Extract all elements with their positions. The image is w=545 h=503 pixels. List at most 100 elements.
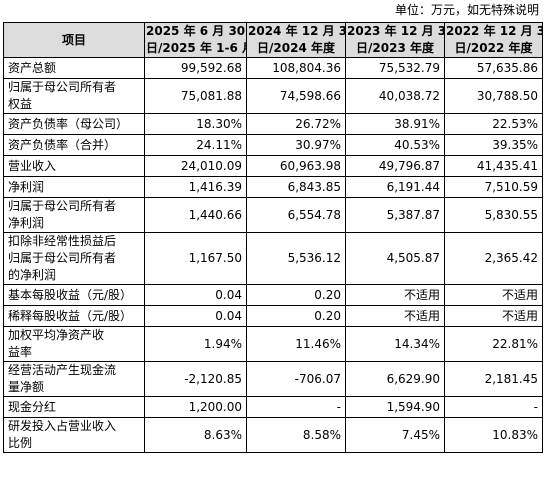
value-cell: 57,635.86	[444, 57, 543, 79]
value-cell: 8.63%	[144, 417, 247, 453]
row-label-line: 归属于母公司所有者	[8, 251, 117, 265]
value-cell: 2,365.42	[444, 232, 543, 285]
table-row: 稀释每股收益（元/股） 0.04 0.20 不适用 不适用	[3, 305, 543, 327]
row-label-line: 基本每股收益（元/股）	[8, 287, 133, 302]
row-label: 扣除非经常性损益后 归属于母公司所有者 的净利润	[3, 232, 145, 285]
row-label: 加权平均净资产收 益率	[3, 326, 145, 362]
value-cell: 49,796.87	[345, 155, 445, 177]
value-cell: 24,010.09	[144, 155, 247, 177]
row-label-line: 经营活动产生现金流	[8, 363, 117, 377]
row-label-line: 加权平均净资产收	[8, 328, 105, 342]
value-cell: 1,167.50	[144, 232, 247, 285]
table-row: 净利润 1,416.39 6,843.85 6,191.44 7,510.59	[3, 176, 543, 198]
row-label-line: 的净利润	[8, 268, 57, 282]
value-cell: 11.46%	[246, 326, 346, 362]
row-label-line: 资产总额	[8, 60, 57, 75]
value-cell: 30,788.50	[444, 78, 543, 114]
table-row: 归属于母公司所有者 净利润 1,440.66 6,554.78 5,387.87 5,83…	[3, 197, 543, 233]
value-cell: 7,510.59	[444, 176, 543, 198]
value-cell: -706.07	[246, 361, 346, 397]
header-period-2024: 2024 年 12 月 31 日/2024 年度	[246, 22, 346, 58]
value-cell: 8.58%	[246, 417, 346, 453]
row-label-line: 研发投入占营业收入	[8, 419, 117, 433]
header-period-line: 2024 年 12 月 31	[248, 24, 346, 38]
row-label-line: 净利润	[8, 179, 45, 194]
value-cell: 5,536.12	[246, 232, 346, 285]
value-cell: 75,532.79	[345, 57, 445, 79]
value-cell: 14.34%	[345, 326, 445, 362]
value-cell: 18.30%	[144, 113, 247, 135]
value-cell: 2,181.45	[444, 361, 543, 397]
header-item: 项目	[3, 22, 145, 58]
row-label-line: 量净额	[8, 380, 45, 394]
table-row: 资产负债率（合并） 24.11% 30.97% 40.53% 39.35%	[3, 134, 543, 156]
value-cell: 24.11%	[144, 134, 247, 156]
row-label: 营业收入	[3, 155, 145, 177]
value-cell: 39.35%	[444, 134, 543, 156]
row-label: 资产总额	[3, 57, 145, 79]
row-label-line: 稀释每股收益（元/股）	[8, 308, 133, 323]
table-row: 扣除非经常性损益后 归属于母公司所有者 的净利润 1,167.50 5,536.12 4,…	[3, 232, 543, 285]
row-label-line: 归属于母公司所有者	[8, 199, 117, 213]
value-cell: 不适用	[444, 305, 543, 327]
value-cell: 60,963.98	[246, 155, 346, 177]
value-cell: 0.04	[144, 305, 247, 327]
value-cell: 38.91%	[345, 113, 445, 135]
row-label-line: 资产负债率（母公司）	[8, 116, 129, 131]
value-cell: 1,440.66	[144, 197, 247, 233]
value-cell: 不适用	[444, 284, 543, 306]
value-cell: -	[246, 396, 346, 418]
value-cell: 6,554.78	[246, 197, 346, 233]
value-cell: 7.45%	[345, 417, 445, 453]
row-label-line: 归属于母公司所有者	[8, 80, 117, 94]
value-cell: 75,081.88	[144, 78, 247, 114]
table-row: 基本每股收益（元/股） 0.04 0.20 不适用 不适用	[3, 284, 543, 306]
table-row: 资产总额 99,592.68 108,804.36 75,532.79 57,635.8…	[3, 57, 543, 79]
row-label: 归属于母公司所有者 净利润	[3, 197, 145, 233]
table-row: 归属于母公司所有者 权益 75,081.88 74,598.66 40,038.72 30…	[3, 78, 543, 114]
value-cell: -	[444, 396, 543, 418]
value-cell: 40.53%	[345, 134, 445, 156]
value-cell: 不适用	[345, 284, 445, 306]
row-label: 资产负债率（合并）	[3, 134, 145, 156]
row-label: 归属于母公司所有者 权益	[3, 78, 145, 114]
value-cell: 10.83%	[444, 417, 543, 453]
row-label: 研发投入占营业收入 比例	[3, 417, 145, 453]
row-label: 资产负债率（母公司）	[3, 113, 145, 135]
value-cell: 6,629.90	[345, 361, 445, 397]
header-period-line: 2022 年 12 月 31	[446, 24, 542, 38]
table-row: 研发投入占营业收入 比例 8.63% 8.58% 7.45% 10.83%	[3, 417, 543, 453]
table-row: 加权平均净资产收 益率 1.94% 11.46% 14.34% 22.81%	[3, 326, 543, 362]
row-label: 现金分红	[3, 396, 145, 418]
row-label-line: 现金分红	[8, 399, 57, 414]
unit-note: 单位：万元，如无特殊说明	[394, 3, 539, 17]
value-cell: 1,594.90	[345, 396, 445, 418]
value-cell: 99,592.68	[144, 57, 247, 79]
value-cell: 4,505.87	[345, 232, 445, 285]
value-cell: 6,191.44	[345, 176, 445, 198]
value-cell: -2,120.85	[144, 361, 247, 397]
value-cell: 41,435.41	[444, 155, 543, 177]
value-cell: 22.53%	[444, 113, 543, 135]
value-cell: 0.04	[144, 284, 247, 306]
row-label-line: 净利润	[8, 216, 45, 230]
row-label: 稀释每股收益（元/股）	[3, 305, 145, 327]
header-period-2022: 2022 年 12 月 31 日/2022 年度	[444, 22, 543, 58]
value-cell: 108,804.36	[246, 57, 346, 79]
value-cell: 0.20	[246, 305, 346, 327]
header-period-line: 日/2025 年 1-6 月	[146, 41, 247, 55]
value-cell: 26.72%	[246, 113, 346, 135]
value-cell: 40,038.72	[345, 78, 445, 114]
value-cell: 5,830.55	[444, 197, 543, 233]
header-row: 项目 2025 年 6 月 30 日/2025 年 1-6 月 2024 年 1…	[3, 22, 543, 58]
value-cell: 1,200.00	[144, 396, 247, 418]
value-cell: 22.81%	[444, 326, 543, 362]
header-period-line: 2025 年 6 月 30	[146, 24, 246, 38]
table-row: 经营活动产生现金流 量净额 -2,120.85 -706.07 6,629.90 2,18…	[3, 361, 543, 397]
value-cell: 6,843.85	[246, 176, 346, 198]
header-period-2023: 2023 年 12 月 31 日/2023 年度	[345, 22, 445, 58]
value-cell: 30.97%	[246, 134, 346, 156]
value-cell: 0.20	[246, 284, 346, 306]
header-period-line: 日/2023 年度	[356, 41, 434, 55]
table-row: 现金分红 1,200.00-1,594.90-	[3, 396, 543, 418]
